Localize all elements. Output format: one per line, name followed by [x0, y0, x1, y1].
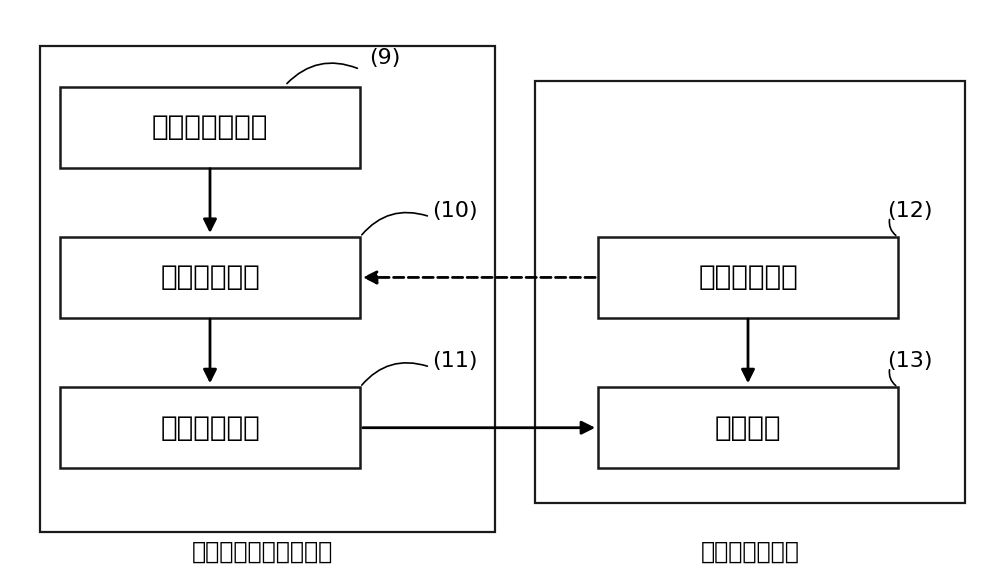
Text: 远程便携式设备: 远程便携式设备 — [701, 540, 799, 564]
Text: 本地智能配电终端设备: 本地智能配电终端设备 — [191, 540, 333, 564]
Text: (13): (13) — [887, 351, 933, 371]
Text: (10): (10) — [432, 201, 478, 221]
Bar — [40, 46, 495, 532]
Text: 获得服务: 获得服务 — [715, 414, 781, 442]
Text: 等待服务请求: 等待服务请求 — [160, 264, 260, 291]
Bar — [60, 387, 360, 468]
Text: (11): (11) — [432, 351, 478, 371]
Text: 响应服务请求: 响应服务请求 — [160, 414, 260, 442]
Text: 功能和数据发布: 功能和数据发布 — [152, 113, 268, 141]
Bar — [60, 237, 360, 318]
Text: 发起服务请求: 发起服务请求 — [698, 264, 798, 291]
Bar — [598, 237, 898, 318]
Bar — [535, 81, 965, 503]
Text: (9): (9) — [369, 48, 401, 68]
Bar — [598, 387, 898, 468]
Bar — [60, 87, 360, 168]
Text: (12): (12) — [887, 201, 933, 221]
